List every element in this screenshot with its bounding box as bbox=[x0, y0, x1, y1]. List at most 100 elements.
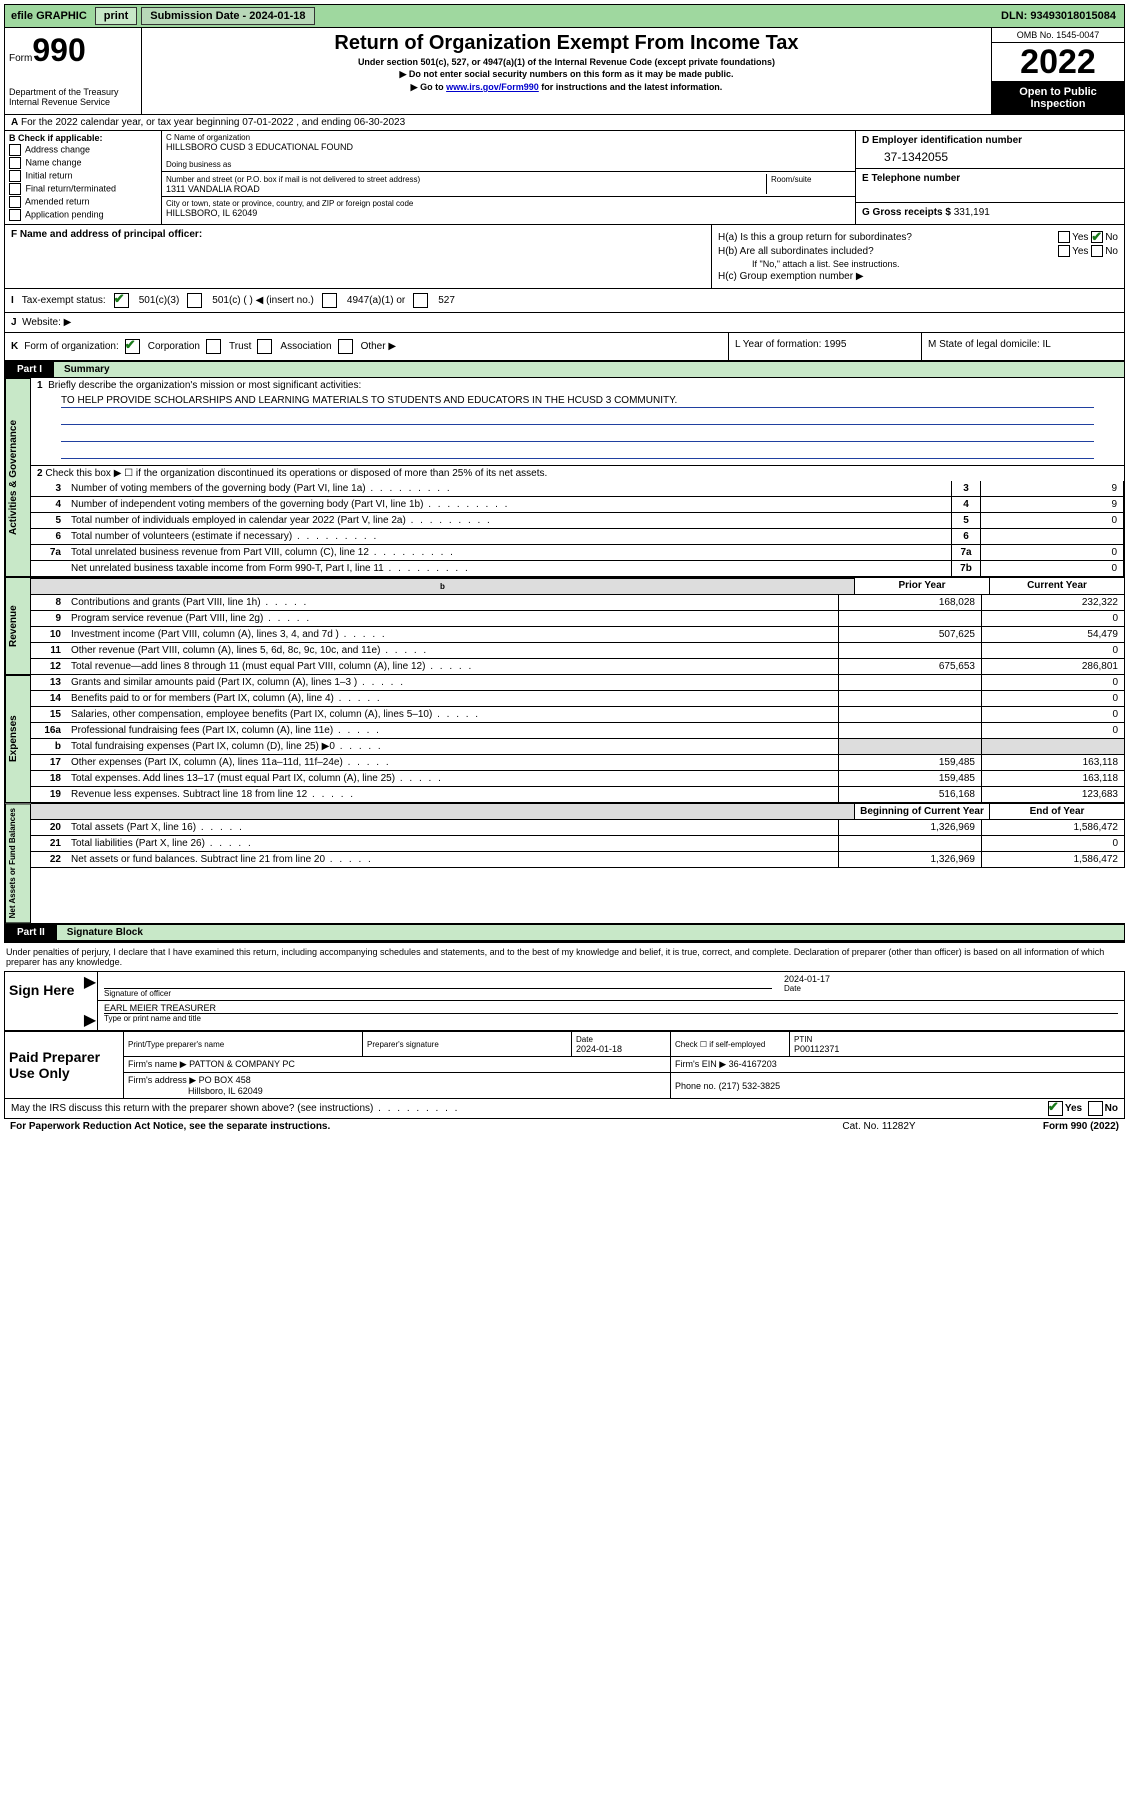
sub3-post: for instructions and the latest informat… bbox=[539, 82, 723, 92]
row-j-label: J bbox=[11, 317, 17, 328]
chk-501c[interactable] bbox=[187, 293, 202, 308]
row-i: I Tax-exempt status: 501(c)(3) 501(c) ( … bbox=[5, 289, 1124, 312]
box-f-label: F Name and address of principal officer: bbox=[11, 229, 202, 240]
street-value: 1311 VANDALIA ROAD bbox=[166, 184, 260, 194]
firm-addr2: Hillsboro, IL 62049 bbox=[188, 1086, 263, 1096]
section-bcde: B Check if applicable: Address change Na… bbox=[4, 131, 1125, 224]
form-number: 990 bbox=[32, 32, 85, 69]
summary-line: 19Revenue less expenses. Subtract line 1… bbox=[31, 787, 1125, 803]
vtab-governance: Activities & Governance bbox=[5, 378, 31, 577]
chk-4947[interactable] bbox=[322, 293, 337, 308]
city-value: HILLSBORO, IL 62049 bbox=[166, 208, 851, 218]
summary-line: 15Salaries, other compensation, employee… bbox=[31, 707, 1125, 723]
prep-phone: (217) 532-3825 bbox=[719, 1081, 781, 1091]
firm-ein-label: Firm's EIN ▶ bbox=[675, 1059, 726, 1069]
summary-line: 14Benefits paid to or for members (Part … bbox=[31, 691, 1125, 707]
dba-label: Doing business as bbox=[166, 160, 851, 169]
chk-corporation[interactable] bbox=[125, 339, 140, 354]
row-j: J Website: ▶ bbox=[4, 312, 1125, 332]
print-button[interactable]: print bbox=[95, 7, 137, 25]
sig-officer-label: Signature of officer bbox=[104, 989, 772, 998]
summary-line: 6Total number of volunteers (estimate if… bbox=[31, 529, 1124, 545]
tax-year: 2022 bbox=[992, 43, 1124, 82]
pra-notice: For Paperwork Reduction Act Notice, see … bbox=[10, 1121, 799, 1132]
top-toolbar: efile GRAPHIC print Submission Date - 20… bbox=[4, 4, 1125, 28]
chk-amended-return[interactable]: Amended return bbox=[9, 196, 157, 208]
org-name: HILLSBORO CUSD 3 EDUCATIONAL FOUND bbox=[166, 142, 851, 152]
dept-label: Department of the Treasury bbox=[9, 87, 137, 97]
hdr-prior: Prior Year bbox=[854, 578, 989, 594]
gross-receipts-label: G Gross receipts $ bbox=[862, 207, 951, 218]
cat-no: Cat. No. 11282Y bbox=[799, 1121, 959, 1132]
chk-association[interactable] bbox=[257, 339, 272, 354]
summary-line: 4Number of independent voting members of… bbox=[31, 497, 1124, 513]
chk-501c3[interactable] bbox=[114, 293, 129, 308]
submission-date-button[interactable]: Submission Date - 2024-01-18 bbox=[141, 7, 314, 25]
line-2-text: Check this box ▶ ☐ if the organization d… bbox=[45, 468, 547, 479]
summary-line: 18Total expenses. Add lines 13–17 (must … bbox=[31, 771, 1125, 787]
ha-yes[interactable] bbox=[1058, 231, 1070, 243]
ein-label: D Employer identification number bbox=[862, 135, 1022, 146]
prep-date-label: Date bbox=[576, 1035, 593, 1044]
row-j-text: Website: ▶ bbox=[22, 317, 71, 328]
chk-initial-return[interactable]: Initial return bbox=[9, 170, 157, 182]
summary-exp-block: Expenses 13Grants and similar amounts pa… bbox=[4, 675, 1125, 803]
mission-line: TO HELP PROVIDE SCHOLARSHIPS AND LEARNIN… bbox=[61, 395, 1094, 408]
firm-name-label: Firm's name ▶ bbox=[128, 1059, 187, 1069]
prep-phone-label: Phone no. bbox=[675, 1081, 716, 1091]
box-f-value bbox=[11, 240, 705, 268]
prep-selfemp-label: Check ☐ if self-employed bbox=[675, 1040, 765, 1049]
hb-no[interactable] bbox=[1091, 245, 1103, 257]
box-de: D Employer identification number 37-1342… bbox=[855, 131, 1124, 224]
ha-no[interactable] bbox=[1091, 231, 1103, 243]
row-klm: K Form of organization: Corporation Trus… bbox=[4, 332, 1125, 361]
summary-line: 16aProfessional fundraising fees (Part I… bbox=[31, 723, 1125, 739]
sig-date: 2024-01-17 bbox=[784, 974, 1118, 984]
chk-trust[interactable] bbox=[206, 339, 221, 354]
hb-note: If "No," attach a list. See instructions… bbox=[718, 259, 1118, 269]
sig-date-label: Date bbox=[784, 984, 1118, 993]
ein-value: 37-1342055 bbox=[862, 150, 1118, 164]
chk-name-change[interactable]: Name change bbox=[9, 157, 157, 169]
chk-527[interactable] bbox=[413, 293, 428, 308]
room-label: Room/suite bbox=[771, 175, 811, 184]
discuss-yes[interactable] bbox=[1048, 1101, 1063, 1116]
part-ii-tab: Part II bbox=[5, 925, 57, 940]
summary-line: 21Total liabilities (Part X, line 26)0 bbox=[31, 836, 1125, 852]
firm-name: PATTON & COMPANY PC bbox=[189, 1059, 295, 1069]
discuss-text: May the IRS discuss this return with the… bbox=[11, 1103, 373, 1114]
chk-other[interactable] bbox=[338, 339, 353, 354]
part-i-title: Summary bbox=[64, 364, 110, 375]
hb-text: H(b) Are all subordinates included? bbox=[718, 246, 1058, 257]
vtab-revenue: Revenue bbox=[5, 577, 31, 675]
part-ii-title: Signature Block bbox=[67, 927, 143, 938]
chk-address-change[interactable]: Address change bbox=[9, 144, 157, 156]
summary-line: Net unrelated business taxable income fr… bbox=[31, 561, 1124, 577]
sign-block: Sign Here ▶▶ Signature of officer 2024-0… bbox=[4, 971, 1125, 1031]
chk-application-pending[interactable]: Application pending bbox=[9, 209, 157, 221]
discuss-row: May the IRS discuss this return with the… bbox=[4, 1099, 1125, 1119]
hc-text: H(c) Group exemption number ▶ bbox=[718, 271, 1118, 282]
summary-line: 17Other expenses (Part IX, column (A), l… bbox=[31, 755, 1125, 771]
irs-label: Internal Revenue Service bbox=[9, 97, 137, 107]
row-a-text: For the 2022 calendar year, or tax year … bbox=[21, 117, 405, 128]
box-b: B Check if applicable: Address change Na… bbox=[5, 131, 162, 224]
row-k-label: K bbox=[11, 341, 18, 352]
hdr-curr: Current Year bbox=[989, 578, 1124, 594]
ptin-value: P00112371 bbox=[794, 1044, 839, 1054]
subtitle-3: Go to www.irs.gov/Form990 for instructio… bbox=[148, 82, 985, 93]
phone-value bbox=[862, 184, 1118, 198]
instructions-link[interactable]: www.irs.gov/Form990 bbox=[446, 82, 539, 92]
summary-line: 3Number of voting members of the governi… bbox=[31, 481, 1124, 497]
omb-number: OMB No. 1545-0047 bbox=[992, 28, 1124, 43]
chk-final-return[interactable]: Final return/terminated bbox=[9, 183, 157, 195]
part-ii-header: Part II Signature Block bbox=[4, 924, 1125, 941]
org-name-label: C Name of organization bbox=[166, 133, 851, 142]
city-label: City or town, state or province, country… bbox=[166, 199, 851, 208]
phone-label: E Telephone number bbox=[862, 173, 960, 184]
prep-date: 2024-01-18 bbox=[576, 1044, 622, 1054]
hb-yes[interactable] bbox=[1058, 245, 1070, 257]
firm-addr-label: Firm's address ▶ bbox=[128, 1075, 196, 1085]
discuss-no[interactable] bbox=[1088, 1101, 1103, 1116]
efile-label: efile GRAPHIC bbox=[5, 8, 93, 24]
